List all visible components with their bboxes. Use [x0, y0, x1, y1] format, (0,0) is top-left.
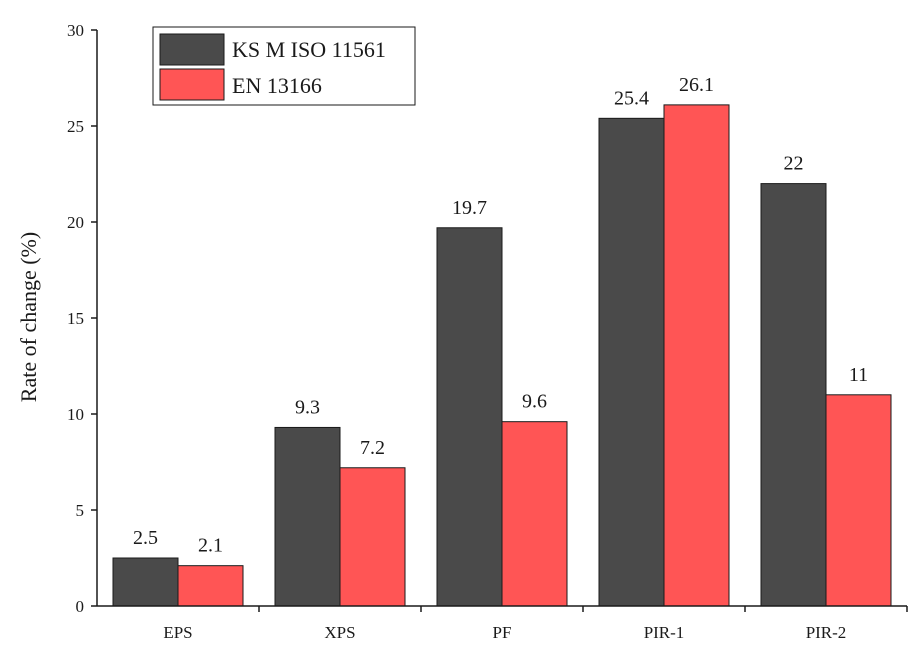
bar-pf-ks-m-iso-11561	[436, 227, 503, 607]
bar-eps-ks-m-iso-11561	[112, 557, 179, 607]
x-tick-label-pir-2: PIR-2	[806, 623, 847, 642]
x-tick-label-eps: EPS	[163, 623, 192, 642]
x-tick-label-xps: XPS	[324, 623, 355, 642]
data-label-pf-en-13166: 9.6	[522, 391, 547, 413]
y-tick-label: 15	[67, 309, 84, 328]
data-label-eps-ks-m-iso-11561: 2.5	[133, 527, 158, 549]
data-label-xps-ks-m-iso-11561: 9.3	[295, 396, 320, 418]
legend-swatch-ks-m-iso-11561	[159, 33, 225, 66]
y-axis-title: Rate of change (%)	[16, 232, 41, 402]
legend: KS M ISO 11561 EN 13166	[152, 26, 416, 106]
data-label-xps-en-13166: 7.2	[360, 437, 385, 459]
bar-pir-2-en-13166	[825, 394, 892, 607]
bar-eps-en-13166	[177, 565, 244, 607]
axes-layer: 0 5 10 15 20 25 30 EPS XPS PF PIR-1 PIR-2	[67, 21, 908, 642]
data-label-pf-ks-m-iso-11561: 19.7	[452, 197, 487, 219]
legend-label-ks-m-iso-11561: KS M ISO 11561	[232, 37, 386, 62]
legend-label-en-13166: EN 13166	[232, 73, 322, 98]
bar-labels-layer: 2.5 2.1 9.3 7.2 19.7 9.6 25.4 26.1 22 11	[133, 74, 868, 557]
y-tick-label: 10	[67, 405, 84, 424]
data-label-eps-en-13166: 2.1	[198, 535, 223, 557]
bar-pf-en-13166	[501, 421, 568, 607]
bar-pir-2-ks-m-iso-11561	[760, 183, 827, 607]
y-tick-label: 5	[76, 501, 85, 520]
bar-xps-ks-m-iso-11561	[274, 426, 341, 607]
y-tick-label: 30	[67, 21, 84, 40]
y-tick-label: 25	[67, 117, 84, 136]
y-tick-label: 20	[67, 213, 84, 232]
bar-xps-en-13166	[339, 467, 406, 607]
data-label-pir-2-ks-m-iso-11561: 22	[784, 153, 804, 175]
legend-swatch-en-13166	[159, 68, 225, 101]
y-tick-label: 0	[76, 597, 85, 616]
bars-layer	[112, 104, 892, 607]
data-label-pir-1-en-13166: 26.1	[679, 74, 714, 96]
x-tick-label-pf: PF	[493, 623, 512, 642]
bar-pir-1-ks-m-iso-11561	[598, 117, 665, 607]
bar-pir-1-en-13166	[663, 104, 730, 607]
x-tick-label-pir-1: PIR-1	[644, 623, 685, 642]
data-label-pir-2-en-13166: 11	[849, 364, 868, 386]
data-label-pir-1-ks-m-iso-11561: 25.4	[614, 87, 649, 109]
